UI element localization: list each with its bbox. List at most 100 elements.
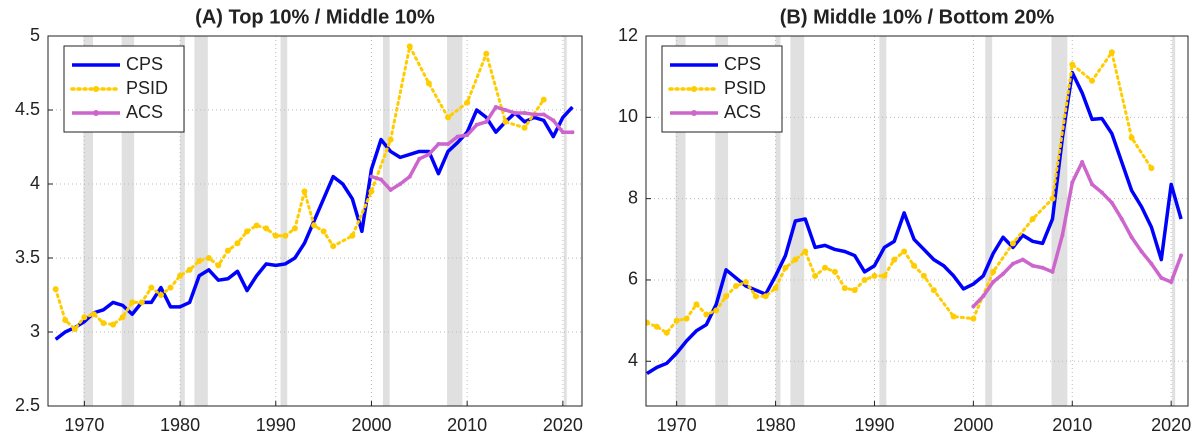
data-point	[1050, 269, 1055, 274]
data-point	[930, 287, 937, 294]
data-point	[1029, 215, 1036, 222]
y-tick-label: 12	[618, 25, 638, 45]
data-point	[733, 283, 740, 290]
data-point	[981, 294, 986, 299]
data-point	[1128, 134, 1135, 141]
data-point	[291, 225, 298, 232]
x-tick-label: 2000	[351, 415, 391, 435]
data-point	[871, 272, 878, 279]
axes-frame	[645, 35, 1189, 407]
data-point	[881, 272, 888, 279]
data-point	[215, 262, 222, 269]
data-point	[540, 96, 547, 103]
legend-marker	[93, 86, 99, 92]
recession-band	[280, 36, 288, 406]
data-point	[379, 177, 384, 182]
data-point	[406, 43, 413, 50]
data-point	[1109, 200, 1114, 205]
data-point	[920, 272, 927, 279]
data-point	[445, 114, 452, 121]
recession-band	[447, 36, 463, 406]
data-point	[891, 256, 898, 263]
recession-band	[194, 36, 208, 406]
data-point	[1049, 195, 1056, 202]
data-point	[851, 287, 858, 294]
data-point	[186, 266, 193, 273]
x-tick-label: 2010	[1052, 415, 1092, 435]
data-point	[570, 130, 575, 135]
y-tick-label: 4	[628, 350, 638, 370]
data-point	[52, 286, 59, 293]
x-tick-label: 1970	[64, 415, 104, 435]
data-point	[990, 268, 997, 275]
data-point	[1090, 182, 1095, 187]
data-point	[446, 142, 451, 147]
data-point	[244, 228, 251, 235]
y-tick-label: 2.5	[15, 395, 40, 415]
data-point	[110, 321, 117, 328]
data-point	[1001, 271, 1006, 276]
x-tick-label: 2020	[543, 415, 583, 435]
legend-label: PSID	[126, 78, 168, 98]
y-tick-label: 8	[628, 187, 638, 207]
data-point	[950, 313, 957, 320]
data-point	[521, 124, 528, 131]
data-point	[474, 122, 479, 127]
legend-label: CPS	[126, 54, 163, 74]
data-point	[167, 284, 174, 291]
series	[971, 160, 1184, 309]
data-point	[417, 156, 422, 161]
legend-label: CPS	[724, 54, 761, 74]
data-point	[782, 264, 789, 271]
data-point	[81, 314, 88, 321]
data-point	[742, 278, 749, 285]
y-tick-label: 3.5	[15, 247, 40, 267]
x-tick-label: 2010	[447, 415, 487, 435]
y-tick-label: 3	[30, 321, 40, 341]
data-point	[426, 152, 431, 157]
data-point	[1108, 49, 1115, 56]
data-point	[1149, 261, 1154, 266]
data-point	[703, 311, 710, 318]
legend-label: PSID	[724, 78, 766, 98]
data-point	[1089, 77, 1096, 84]
data-point	[551, 118, 556, 123]
data-point	[205, 255, 212, 261]
data-point	[841, 285, 848, 292]
data-point	[1080, 160, 1085, 165]
data-point	[234, 240, 241, 247]
data-point	[541, 112, 546, 117]
data-point	[503, 108, 508, 112]
data-point	[646, 319, 650, 326]
data-point	[311, 222, 318, 229]
data-point	[263, 225, 270, 232]
data-point	[792, 256, 799, 263]
chart-title: (A) Top 10% / Middle 10%	[195, 6, 435, 28]
data-point	[1010, 261, 1015, 266]
data-point	[1148, 165, 1155, 172]
data-point	[387, 136, 394, 143]
data-point	[772, 285, 779, 292]
data-point	[812, 272, 819, 279]
data-point	[369, 174, 374, 179]
data-point	[484, 119, 489, 124]
data-point	[368, 188, 375, 195]
data-point	[693, 301, 700, 308]
data-point	[282, 232, 289, 239]
series	[52, 43, 547, 333]
x-tick-label: 1990	[256, 415, 296, 435]
x-tick-label: 2000	[953, 415, 993, 435]
data-point	[407, 174, 412, 179]
data-point	[861, 276, 868, 283]
x-tick-label: 1980	[756, 415, 796, 435]
data-point	[465, 133, 470, 138]
data-point	[398, 182, 403, 186]
data-point	[129, 299, 136, 306]
legend-label: ACS	[126, 102, 163, 122]
data-point	[822, 264, 829, 271]
data-point	[425, 80, 432, 87]
y-tick-label: 4	[30, 173, 40, 193]
data-point	[1169, 279, 1174, 284]
data-point	[157, 292, 164, 298]
data-point	[272, 232, 279, 239]
